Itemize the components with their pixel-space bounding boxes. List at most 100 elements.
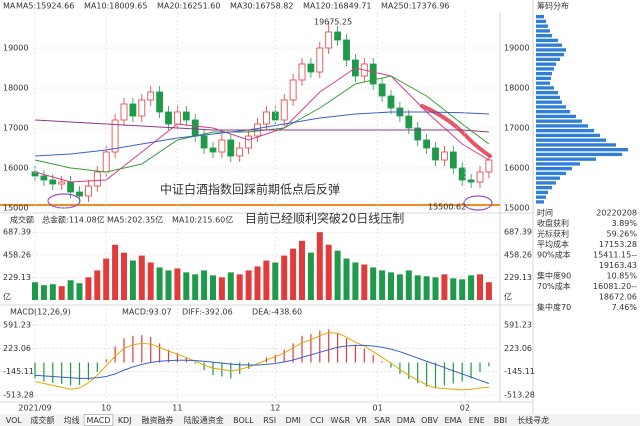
volume-bar: [388, 272, 394, 300]
tab-label[interactable]: 长线寻龙: [517, 415, 549, 425]
tab-label[interactable]: EMA: [444, 416, 462, 425]
tab[interactable]: ENE: [469, 416, 485, 425]
tab-label[interactable]: RSI: [263, 416, 276, 425]
tab[interactable]: DMA: [397, 416, 416, 425]
tab-label[interactable]: ENE: [469, 416, 485, 425]
tab[interactable]: 成交额: [30, 415, 54, 425]
volume-bar: [468, 275, 475, 300]
tab[interactable]: CCI: [310, 416, 324, 425]
y-tick-label: 229.13: [3, 273, 31, 282]
tab-label[interactable]: 陆股通资金: [184, 415, 224, 425]
info-value: 15411.15--: [593, 251, 637, 260]
chip-bar: [536, 171, 566, 176]
tab-label[interactable]: 融资融券: [142, 415, 174, 425]
tab[interactable]: RSI: [263, 416, 276, 425]
candle-body: [414, 127, 422, 141]
annotation: 中证白酒指数回踩前期低点后反弹: [160, 182, 340, 197]
tab[interactable]: 长线寻龙: [517, 415, 549, 425]
volume-bar: [156, 267, 163, 300]
tab[interactable]: KDJ: [118, 416, 132, 425]
y-tick-label: 16000: [3, 164, 28, 173]
annotation: 目前已经顺利突破20日线压制: [245, 211, 404, 226]
info-label: 90%成本: [537, 250, 571, 260]
tab[interactable]: MACD: [83, 414, 114, 426]
candle-body: [67, 181, 74, 193]
volume-bar: [94, 270, 101, 300]
y-tick-label: 16000: [504, 164, 529, 173]
tab-label[interactable]: 成交额: [30, 415, 54, 425]
tab-label[interactable]: DMI: [285, 416, 300, 425]
chip-bar: [536, 119, 582, 123]
info-value: 20220208: [596, 209, 637, 218]
tab[interactable]: EMA: [444, 416, 462, 425]
candle-body: [93, 171, 101, 187]
tab-label[interactable]: OBV: [421, 416, 439, 425]
volume-bar: [201, 270, 208, 300]
volume-bar: [272, 262, 279, 300]
chip-bar: [536, 95, 560, 100]
tab-label[interactable]: 均线: [64, 415, 80, 425]
x-tick-label: 11: [172, 404, 182, 413]
volume-bar: [174, 268, 181, 300]
candle-body: [405, 115, 413, 129]
candle-body: [476, 171, 484, 183]
y-tick-label: 458.26: [504, 250, 532, 259]
tab[interactable]: 融资融券: [142, 415, 174, 425]
tab[interactable]: 陆股通资金: [184, 415, 224, 425]
tab-label[interactable]: MACD: [87, 416, 111, 425]
tab[interactable]: VOL: [6, 416, 23, 425]
candle-body: [58, 181, 66, 185]
tab[interactable]: SAR: [374, 416, 391, 425]
tab[interactable]: BBI: [494, 416, 507, 425]
tab-label[interactable]: SAR: [374, 416, 391, 425]
candle-body: [227, 139, 235, 157]
y-tick-label: 18000: [504, 84, 529, 93]
tab[interactable]: OBV: [421, 416, 439, 425]
y-tick-label: 591.23: [3, 320, 31, 329]
candle-body: [40, 175, 48, 181]
candle-body: [458, 167, 466, 181]
tab[interactable]: VR: [356, 416, 367, 425]
candle-body: [165, 111, 172, 125]
tab-label[interactable]: BOLL: [233, 416, 254, 425]
tab-label[interactable]: W&R: [331, 416, 351, 425]
volume-bar: [361, 264, 368, 300]
chip-bar: [536, 143, 616, 147]
volume-bar: [32, 282, 38, 300]
candle-body: [111, 119, 119, 153]
ma-label: MA: [3, 2, 16, 11]
ma-legend: MA30:16758.82: [230, 2, 293, 11]
candle-body: [334, 31, 342, 41]
volume-bar: [450, 278, 457, 300]
chip-bar: [536, 53, 564, 57]
info-value: 16081.20--: [593, 282, 637, 291]
y-tick-label: 687.39: [504, 228, 532, 237]
tab-label[interactable]: BBI: [494, 416, 507, 425]
tab-label[interactable]: KDJ: [118, 416, 132, 425]
tab-label[interactable]: VR: [356, 416, 367, 425]
tab-label[interactable]: VOL: [6, 416, 23, 425]
chip-bar: [536, 157, 596, 161]
volume-bar: [245, 270, 252, 300]
tab[interactable]: DMI: [285, 416, 300, 425]
candle-body: [485, 159, 493, 173]
volume-bar: [485, 282, 492, 300]
chip-bar: [536, 167, 572, 171]
tab-label[interactable]: DMA: [397, 416, 416, 425]
info-label: 平均成本: [537, 239, 569, 249]
x-tick-label: 2021/09: [18, 404, 51, 413]
volume-bar: [263, 260, 270, 300]
chip-bar: [536, 62, 556, 66]
chip-bar: [536, 76, 551, 81]
tab[interactable]: BOLL: [233, 416, 254, 425]
tab-label[interactable]: CCI: [310, 416, 324, 425]
chip-bar: [536, 43, 562, 47]
candle-body: [423, 139, 431, 149]
candle-body: [378, 83, 386, 97]
tab[interactable]: 均线: [64, 415, 80, 425]
info-value: 10.85%: [606, 272, 637, 281]
volume-bar: [49, 284, 56, 300]
tab[interactable]: W&R: [331, 416, 351, 425]
y-tick-label: 229.13: [504, 273, 532, 282]
marks: MA5:15924.66 MA10:18009.65 MA20:16251.60 MA…: [0, 2, 637, 413]
